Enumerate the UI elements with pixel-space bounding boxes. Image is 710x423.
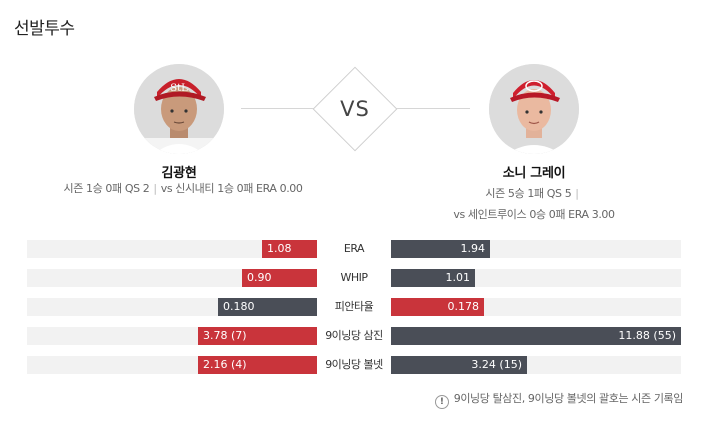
left-stat-bar: 0.90 [242,269,317,287]
right-stat-bar: 1.01 [391,269,475,287]
left-vs-line: vs 신시내티 1승 0패 ERA 0.00 [160,182,303,195]
left-season-line: 시즌 1승 0패 QS 2 [63,182,150,195]
right-bar-track: 11.88 (55) [391,327,681,345]
stat-label: 9이닝당 삼진 [325,329,383,342]
right-stat-bar: 1.94 [391,240,490,258]
stat-separator: | [575,187,579,200]
right-pitcher-avatar[interactable] [489,64,579,154]
stat-label: WHIP [340,271,368,284]
stat-label: ERA [343,242,365,255]
left-bar-track: 0.180 [27,298,317,316]
right-stat-bar: 0.178 [391,298,484,316]
vs-text: VS [340,97,370,121]
left-stat-bar: 0.180 [218,298,317,316]
left-stat-bar: 1.08 [262,240,317,258]
right-pitcher-name[interactable]: 소니 그레이 [502,166,566,181]
right-pitcher-season: 시즌 5승 1패 QS 5 | [439,185,629,202]
left-bar-track: 0.90 [27,269,317,287]
left-bar-track: 3.78 (7) [27,327,317,345]
right-season-line: 시즌 5승 1패 QS 5 [485,187,572,200]
right-bar-track: 3.24 (15) [391,356,681,374]
stat-row: 0.90 WHIP 1.01 [27,269,681,287]
footnote: ! 9이닝당 탈삼진, 9이닝당 볼넷의 괄호는 시즌 기록임 [434,390,684,409]
stat-separator: | [153,182,157,195]
stat-row: 2.16 (4) 9이닝당 볼넷 3.24 (15) [27,356,681,374]
svg-text:StL: StL [170,83,188,94]
left-stat-bar: 2.16 (4) [198,356,317,374]
left-pitcher-name[interactable]: 김광현 [161,166,197,181]
left-pitcher-stats: 시즌 1승 0패 QS 2 | vs 신시내티 1승 0패 ERA 0.00 [33,180,333,197]
vs-divider: VS [241,64,470,154]
right-bar-track: 1.94 [391,240,681,258]
right-vs-line: vs 세인트루이스 0승 0패 ERA 3.00 [453,208,615,221]
right-stat-bar: 3.24 (15) [391,356,527,374]
right-bar-track: 0.178 [391,298,681,316]
stat-row: 3.78 (7) 9이닝당 삼진 11.88 (55) [27,327,681,345]
left-pitcher-card: StL 김광현 시즌 1승 0패 QS 2 | vs 신시내티 1승 0패 ERA … [63,64,303,195]
left-pitcher-avatar[interactable]: StL [134,64,224,154]
stat-row: 0.180 피안타율 0.178 [27,298,681,316]
vs-line-right [396,108,470,109]
stat-label: 피안타율 [334,300,374,313]
stat-row: 1.08 ERA 1.94 [27,240,681,258]
left-stat-bar: 3.78 (7) [198,327,317,345]
right-bar-track: 1.01 [391,269,681,287]
right-stat-bar: 11.88 (55) [391,327,681,345]
vs-line-left [241,108,315,109]
footnote-text: 9이닝당 탈삼진, 9이닝당 볼넷의 괄호는 시즌 기록임 [453,392,684,405]
left-bar-track: 1.08 [27,240,317,258]
stat-label: 9이닝당 볼넷 [325,358,383,371]
left-bar-track: 2.16 (4) [27,356,317,374]
section-title: 선발투수 [14,19,75,39]
info-icon: ! [434,395,449,409]
right-pitcher-card: 소니 그레이 시즌 5승 1패 QS 5 | vs 세인트루이스 0승 0패 ER… [439,64,629,223]
